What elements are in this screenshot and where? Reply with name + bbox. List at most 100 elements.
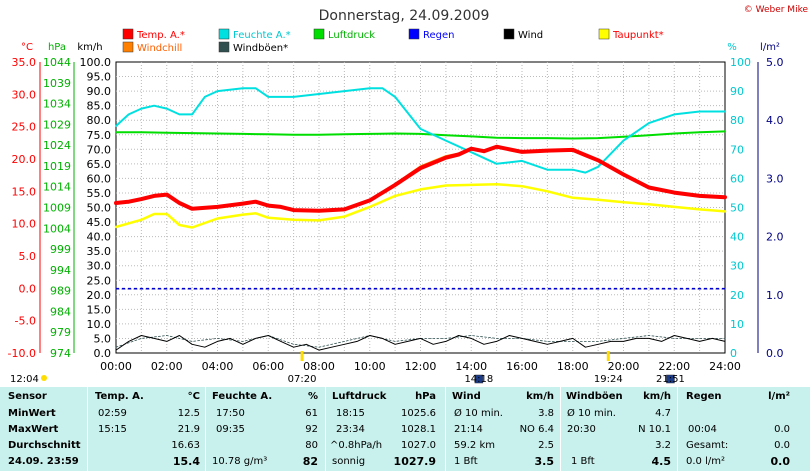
sunrise-marker — [300, 351, 304, 361]
cell-cur-gust-val: 4.5 — [651, 455, 672, 468]
kmh-axis-unit: km/h — [77, 42, 102, 53]
hpa-tick-label: 1009 — [43, 202, 71, 215]
cell-avg-wind-dist: 59.2 km — [454, 440, 495, 451]
cell-cur-press-val: 1027.9 — [393, 455, 436, 468]
cell-rain-total-label: Gesamt: — [686, 440, 729, 451]
cell-max-temp-time: 15:15 — [98, 424, 127, 435]
pct-tick-label: 80 — [730, 114, 744, 127]
hpa-axis-unit: hPa — [48, 42, 66, 53]
temp-axis-unit: °C — [21, 42, 33, 53]
cell-cur-temp-val: 15.4 — [172, 455, 200, 468]
legend-swatch — [122, 41, 134, 53]
cell-cur-weather: sonnig — [332, 456, 366, 467]
hpa-tick-label: 1004 — [43, 222, 71, 235]
kmh-tick-label: 5.0 — [94, 332, 112, 345]
temp-tick-label: 25.0 — [12, 121, 37, 134]
time-tick-label: 08:00 — [303, 360, 335, 373]
header-pressure-unit: hPa — [415, 391, 436, 402]
kmh-tick-label: 100.0 — [80, 56, 112, 69]
row-label-current: 24.09. 23:59 — [8, 456, 79, 467]
temp-tick-label: 10.0 — [12, 218, 37, 231]
time-tick-label: 04:00 — [202, 360, 234, 373]
header-humidity: Feuchte A. — [212, 391, 273, 402]
cell-min-temp-time: 02:59 — [98, 408, 127, 419]
header-gusts-unit: km/h — [643, 391, 671, 402]
cell-avg-hum-val: 80 — [305, 440, 318, 451]
rain-tick-label: 1.0 — [766, 289, 784, 302]
cell-cur-wind-val: 3.5 — [534, 455, 555, 468]
series-line-tempa — [114, 144, 727, 213]
series-lines — [114, 87, 727, 351]
legend-label: Windchill — [137, 43, 182, 54]
time-tick-label: 24:00 — [709, 360, 741, 373]
cell-avg-gust-val: 3.2 — [655, 440, 671, 451]
pct-tick-label: 0 — [730, 347, 737, 360]
header-wind-unit: km/h — [526, 391, 554, 402]
temp-tick-label: 20.0 — [12, 153, 37, 166]
pct-tick-label: 20 — [730, 289, 744, 302]
cell-min-gust-val: 4.7 — [655, 408, 671, 419]
series-line-wind — [115, 335, 726, 351]
pct-axis-unit: % — [727, 42, 737, 53]
series-line-feuchtea — [115, 87, 726, 174]
solar-noon-time: 14:18 — [464, 374, 493, 385]
cell-avg-press-trend: ^0.8hPa/h — [330, 440, 383, 451]
cell-rain-total-val: 0.0 — [774, 440, 790, 451]
hpa-tick-label: 994 — [50, 264, 71, 277]
header-rain: Regen — [686, 391, 722, 402]
time-tick-label: 12:00 — [405, 360, 437, 373]
time-tick-label: 06:00 — [252, 360, 284, 373]
kmh-tick-label: 65.0 — [87, 158, 112, 171]
hpa-tick-label: 1044 — [43, 56, 71, 69]
kmh-tick-label: 60.0 — [87, 172, 112, 185]
moonrise-icon — [41, 375, 47, 381]
header-sensor: Sensor — [8, 391, 47, 402]
pct-tick-label: 70 — [730, 143, 744, 156]
chart-legend: Temp. A.* Feuchte A.* Luftdruck Regen Wind Ta… — [122, 28, 664, 54]
legend-label: Wind — [518, 30, 543, 41]
legend-label: Taupunkt* — [612, 30, 664, 41]
legend-label: Luftdruck — [328, 30, 375, 41]
hpa-tick-label: 1034 — [43, 98, 71, 111]
legend-label: Windböen* — [233, 43, 288, 54]
pct-tick-label: 100 — [730, 56, 751, 69]
legend-label: Temp. A.* — [136, 30, 185, 41]
rain-tick-label: 4.0 — [766, 114, 784, 127]
header-pressure: Luftdruck — [332, 391, 387, 402]
moonset-icon — [666, 374, 675, 384]
chart-title: Donnerstag, 24.09.2009 — [319, 8, 490, 24]
cell-max-press-time: 23:34 — [336, 424, 365, 435]
copyright-text: © Weber Mike — [744, 5, 809, 15]
temp-tick-label: 15.0 — [12, 185, 37, 198]
cell-min-hum-val: 61 — [305, 408, 318, 419]
moonset-time: 21:51 — [656, 374, 685, 385]
rain-tick-label: 0.0 — [766, 347, 784, 360]
hpa-tick-label: 1014 — [43, 181, 71, 194]
axis-ticks: 35.030.025.020.015.010.05.00.0-5.0-10.01… — [8, 56, 784, 373]
cell-avg-temp-val: 16.63 — [171, 440, 200, 451]
hpa-tick-label: 1039 — [43, 77, 71, 90]
cell-min-press-time: 18:15 — [336, 408, 365, 419]
header-temp: Temp. A. — [95, 391, 144, 402]
sun-moon-markers: 07:20 14:18 19:24 21:51 12:04 — [10, 351, 685, 385]
time-tick-label: 00:00 — [100, 360, 132, 373]
cell-max-temp-val: 21.9 — [177, 424, 200, 435]
kmh-tick-label: 40.0 — [87, 231, 112, 244]
cell-avg-press-val: 1027.0 — [401, 440, 436, 451]
temp-tick-label: 30.0 — [12, 88, 37, 101]
cell-cur-rain-total: 0.0 l/m² — [686, 456, 725, 467]
legend-swatch — [122, 28, 134, 40]
pct-tick-label: 10 — [730, 318, 744, 331]
cell-cur-gust-bft: 1 Bft — [571, 456, 595, 467]
legend-label: Feuchte A.* — [233, 30, 291, 41]
cell-max-press-val: 1028.1 — [401, 424, 436, 435]
legend-swatch — [218, 28, 230, 40]
sunset-time: 19:24 — [594, 374, 623, 385]
hpa-tick-label: 999 — [50, 243, 71, 256]
rain-tick-label: 5.0 — [766, 56, 784, 69]
header-temp-unit: °C — [187, 391, 200, 402]
kmh-tick-label: 80.0 — [87, 114, 112, 127]
cell-max-gust-time: 20:30 — [567, 424, 596, 435]
temp-tick-label: -5.0 — [15, 315, 36, 328]
rain-axis-unit: l/m² — [760, 42, 780, 53]
